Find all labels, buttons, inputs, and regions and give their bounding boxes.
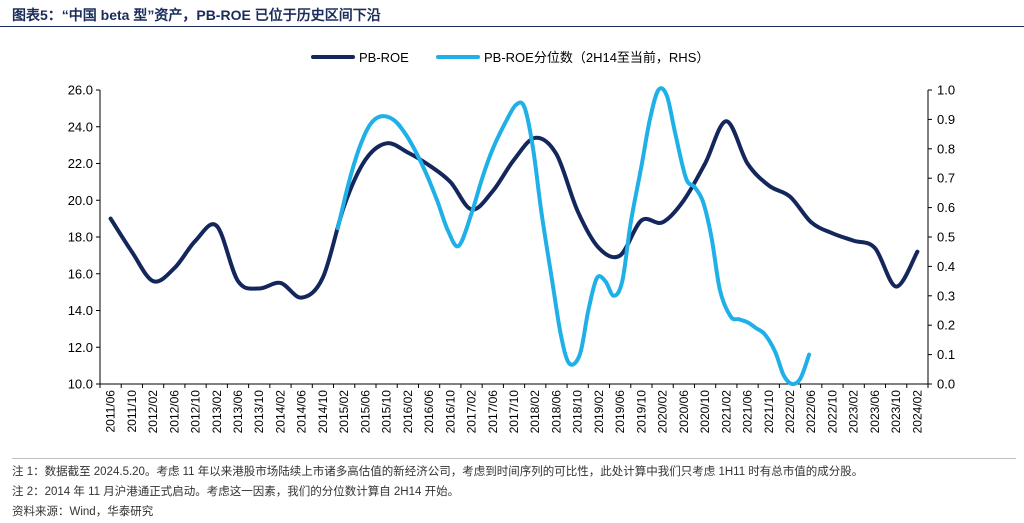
x-tick-label: 2015/06 — [358, 390, 372, 434]
left-tick-label: 18.0 — [68, 230, 93, 245]
note-1: 注 1：数据截至 2024.5.20。考虑 11 年以来港股市场陆续上市诸多高估… — [12, 466, 864, 478]
legend-label-percentile: PB-ROE分位数（2H14至当前，RHS） — [484, 50, 709, 65]
x-tick-label: 2012/10 — [189, 390, 203, 434]
right-tick-label: 0.0 — [937, 377, 955, 392]
x-tick-label: 2019/06 — [613, 390, 627, 434]
notes-section: 注 1：数据截至 2024.5.20。考虑 11 年以来港股市场陆续上市诸多高估… — [12, 458, 1016, 522]
right-tick-label: 0.5 — [937, 230, 955, 245]
x-tick-label: 2015/02 — [337, 390, 351, 434]
x-tick-label: 2024/02 — [910, 390, 924, 434]
left-tick-label: 22.0 — [68, 156, 93, 171]
right-tick-label: 0.8 — [937, 141, 955, 156]
x-tick-label: 2021/02 — [719, 390, 733, 434]
x-tick-label: 2016/06 — [422, 390, 436, 434]
left-tick-label: 26.0 — [68, 83, 93, 98]
left-tick-label: 24.0 — [68, 119, 93, 134]
x-tick-label: 2013/02 — [210, 390, 224, 434]
note-2: 注 2：2014 年 11 月沪港通正式启动。考虑这一因素，我们的分位数计算自 … — [12, 486, 460, 498]
figure-title-bar: 图表5：“中国 beta 型”资产，PB-ROE 已位于历史区间下沿 — [0, 0, 1024, 27]
x-tick-label: 2020/06 — [677, 390, 691, 434]
x-tick-label: 2022/02 — [783, 390, 797, 434]
right-tick-label: 0.1 — [937, 347, 955, 362]
x-tick-label: 2021/10 — [762, 390, 776, 434]
figure-title: 图表5：“中国 beta 型”资产，PB-ROE 已位于历史区间下沿 — [12, 7, 381, 23]
right-tick-label: 0.3 — [937, 288, 955, 303]
x-tick-label: 2023/02 — [847, 390, 861, 434]
left-tick-label: 20.0 — [68, 193, 93, 208]
x-tick-label: 2014/02 — [273, 390, 287, 434]
x-tick-label: 2013/06 — [231, 390, 245, 434]
x-tick-label: 2020/02 — [656, 390, 670, 434]
x-tick-label: 2023/10 — [889, 390, 903, 434]
x-tick-label: 2020/10 — [698, 390, 712, 434]
x-tick-label: 2014/10 — [316, 390, 330, 434]
x-tick-label: 2011/10 — [125, 390, 139, 433]
x-tick-label: 2018/06 — [549, 390, 563, 434]
x-tick-label: 2017/10 — [507, 390, 521, 434]
right-tick-label: 0.9 — [937, 112, 955, 127]
x-tick-label: 2018/10 — [571, 390, 585, 434]
legend-label-pb-roe: PB-ROE — [359, 50, 409, 65]
x-tick-label: 2022/06 — [804, 390, 818, 434]
right-tick-label: 0.7 — [937, 171, 955, 186]
x-tick-label: 2016/10 — [443, 390, 457, 434]
series-percentile-line — [335, 86, 812, 387]
x-tick-label: 2017/06 — [486, 390, 500, 434]
x-tick-label: 2021/06 — [741, 390, 755, 434]
x-tick-label: 2022/10 — [825, 390, 839, 434]
x-tick-label: 2023/06 — [868, 390, 882, 434]
chart-area: 10.0 12.0 14.0 16.0 18.0 20.0 22.0 24.0 26.0 0.0 0… — [68, 50, 955, 434]
left-tick-label: 12.0 — [68, 340, 93, 355]
x-tick-label: 2016/02 — [401, 390, 415, 434]
x-tick-label: 2013/10 — [252, 390, 266, 434]
x-tick-label: 2014/06 — [295, 390, 309, 434]
right-tick-label: 0.4 — [937, 259, 955, 274]
x-tick-label: 2012/02 — [146, 390, 160, 434]
left-tick-label: 16.0 — [68, 266, 93, 281]
series-pb-roe-line — [108, 119, 920, 300]
x-tick-label: 2015/10 — [380, 390, 394, 434]
source-note: 资料来源：Wind，华泰研究 — [12, 506, 154, 518]
right-tick-label: 0.6 — [937, 200, 955, 215]
x-tick-label: 2019/10 — [634, 390, 648, 434]
x-tick-label: 2017/02 — [465, 390, 479, 434]
x-tick-label: 2012/06 — [167, 390, 181, 434]
left-tick-label: 14.0 — [68, 303, 93, 318]
x-tick-label: 2019/02 — [592, 390, 606, 434]
x-tick-label: 2018/02 — [528, 390, 542, 434]
right-tick-label: 1.0 — [937, 83, 955, 98]
right-tick-label: 0.2 — [937, 318, 955, 333]
left-tick-label: 10.0 — [68, 377, 93, 392]
x-tick-label: 2011/06 — [104, 390, 118, 433]
